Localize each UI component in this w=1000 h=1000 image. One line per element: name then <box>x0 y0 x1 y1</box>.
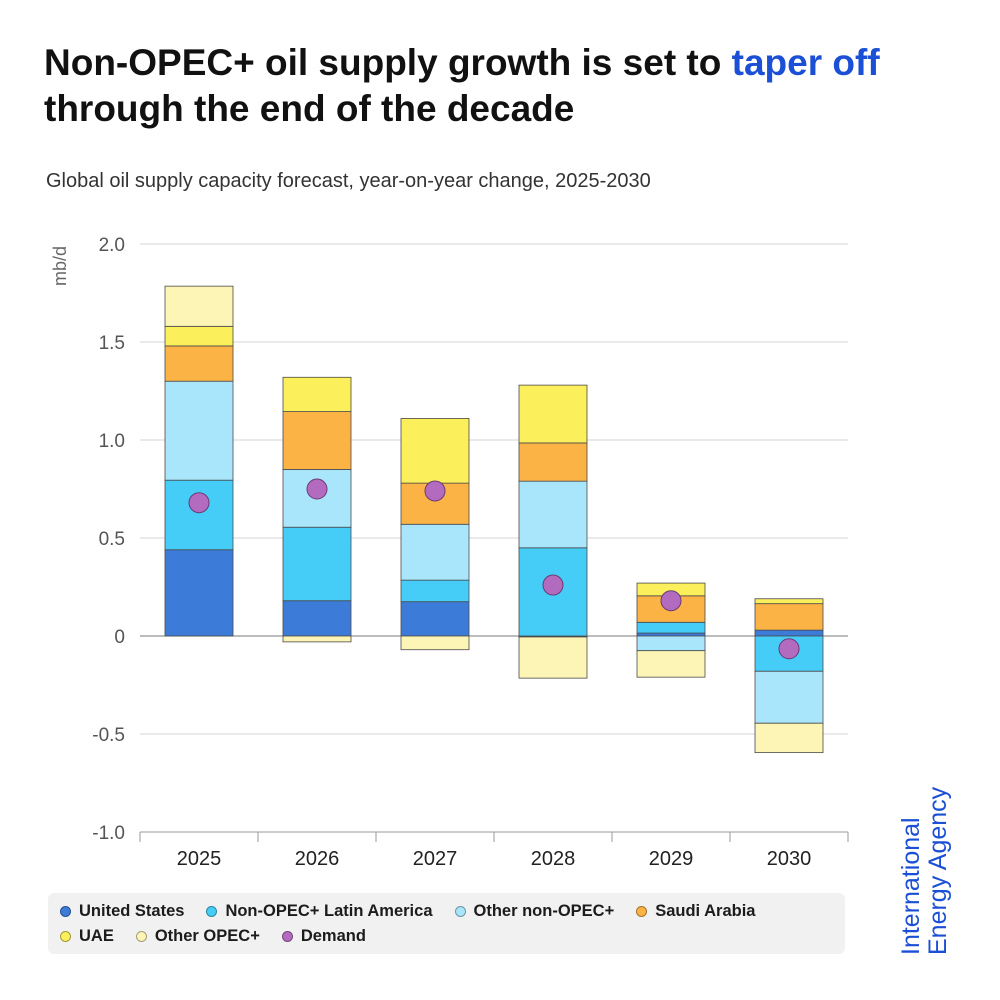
legend-swatch-demand <box>281 930 293 942</box>
legend-label: Non-OPEC+ Latin America <box>225 901 433 920</box>
y-tick-label: -0.5 <box>92 725 125 746</box>
legend-item-other_non_opec: Other non-OPEC+ <box>454 901 615 922</box>
bar-segment-united_states-2025 <box>164 549 234 637</box>
legend-label: Saudi Arabia <box>655 901 756 920</box>
bar-segment-other_opec-2030 <box>754 722 824 754</box>
bar-chart: 2.0 1.5 1.0 0.5 0 -0.5 -1.0 mb/d 2025 2026 2027 202… <box>50 235 849 870</box>
bar-segment-other_opec-2028 <box>518 636 588 679</box>
legend-item-saudi: Saudi Arabia <box>636 901 755 922</box>
chart-title: Non-OPEC+ oil supply growth is set to ta… <box>44 40 964 132</box>
bar-segment-other_opec-2026 <box>282 635 352 643</box>
legend-label: Other non-OPEC+ <box>473 901 615 920</box>
bar-segment-uae-2026 <box>282 376 352 412</box>
y-tick-label: 1.5 <box>99 333 125 354</box>
demand-marker-2029 <box>660 590 682 612</box>
legend-swatch-saudi <box>636 905 648 917</box>
y-axis-label: mb/d <box>50 246 70 286</box>
bar-segment-uae-2028 <box>518 384 588 444</box>
legend-label: UAE <box>79 926 114 945</box>
x-tick-label: 2026 <box>295 848 340 870</box>
x-tick-label: 2030 <box>767 848 812 870</box>
legend-swatch-united_states <box>60 905 71 917</box>
bar-segment-saudi-2028 <box>518 442 588 482</box>
bar-segment-other_non_opec-2027 <box>400 523 470 581</box>
legend-label: Demand <box>300 926 366 945</box>
demand-marker-2027 <box>424 480 446 502</box>
y-tick-label: 0 <box>114 627 125 648</box>
bar-segment-other_opec-2025 <box>164 285 234 327</box>
demand-marker-2025 <box>188 492 210 514</box>
y-tick-label: 2.0 <box>99 235 125 256</box>
bar-segment-other_non_opec-2025 <box>164 380 234 481</box>
x-tick-label: 2027 <box>413 848 458 870</box>
x-tick-label: 2028 <box>531 848 576 870</box>
bar-segment-saudi-2026 <box>282 411 352 470</box>
bar-segment-saudi-2030 <box>754 603 824 631</box>
demand-marker-2026 <box>306 478 328 500</box>
bar-segment-latam-2029 <box>636 621 706 634</box>
bar-segment-united_states-2030 <box>754 629 824 637</box>
bar-segment-saudi-2025 <box>164 345 234 382</box>
chart-legend: United States Non-OPEC+ Latin America Othe… <box>48 893 845 954</box>
logo-line-2: Energy Agency <box>924 786 952 955</box>
title-prefix: Non-OPEC+ oil supply growth is set to <box>44 42 732 83</box>
bar-segment-other_non_opec-2029 <box>636 635 706 652</box>
legend-item-other_opec: Other OPEC+ <box>135 926 260 947</box>
bar-segment-uae-2030 <box>754 598 824 605</box>
legend-item-united_states: United States <box>60 901 184 922</box>
legend-swatch-latam <box>206 905 218 917</box>
bar-segment-latam-2027 <box>400 579 470 603</box>
legend-swatch-uae <box>60 930 71 942</box>
bar-segment-united_states-2027 <box>400 601 470 637</box>
bar-segment-other_non_opec-2028 <box>518 480 588 549</box>
iea-logo: International Energy Agency <box>897 786 952 955</box>
legend-item-uae: UAE <box>60 926 114 947</box>
bar-segment-united_states-2029 <box>636 632 706 637</box>
legend-item-latam: Non-OPEC+ Latin America <box>206 901 433 922</box>
demand-marker-2030 <box>778 638 800 660</box>
title-suffix: through the end of the decade <box>44 88 575 129</box>
bar-segment-latam-2026 <box>282 526 352 602</box>
logo-line-1: International <box>897 817 925 955</box>
bar-segment-other_opec-2029 <box>636 650 706 678</box>
bar-segment-uae-2027 <box>400 418 470 484</box>
y-tick-label: 1.0 <box>99 431 125 452</box>
x-tick-label: 2025 <box>177 848 222 870</box>
legend-label: Other OPEC+ <box>154 926 260 945</box>
bar-segment-united_states-2026 <box>282 600 352 637</box>
bar-segment-uae-2025 <box>164 325 234 347</box>
chart-subtitle: Global oil supply capacity forecast, yea… <box>46 170 651 192</box>
legend-item-demand: Demand <box>281 926 366 947</box>
bar-segment-latam-2025 <box>164 479 234 551</box>
bar-segment-other_opec-2027 <box>400 635 470 651</box>
legend-swatch-other_opec <box>135 930 147 942</box>
y-tick-label: -1.0 <box>92 823 125 844</box>
legend-label: United States <box>79 901 185 920</box>
y-tick-label: 0.5 <box>99 529 125 550</box>
legend-swatch-other_non_opec <box>454 905 466 917</box>
x-tick-label: 2029 <box>649 848 694 870</box>
demand-marker-2028 <box>542 574 564 596</box>
title-highlight: taper off <box>731 42 880 83</box>
bar-segment-other_non_opec-2030 <box>754 670 824 724</box>
